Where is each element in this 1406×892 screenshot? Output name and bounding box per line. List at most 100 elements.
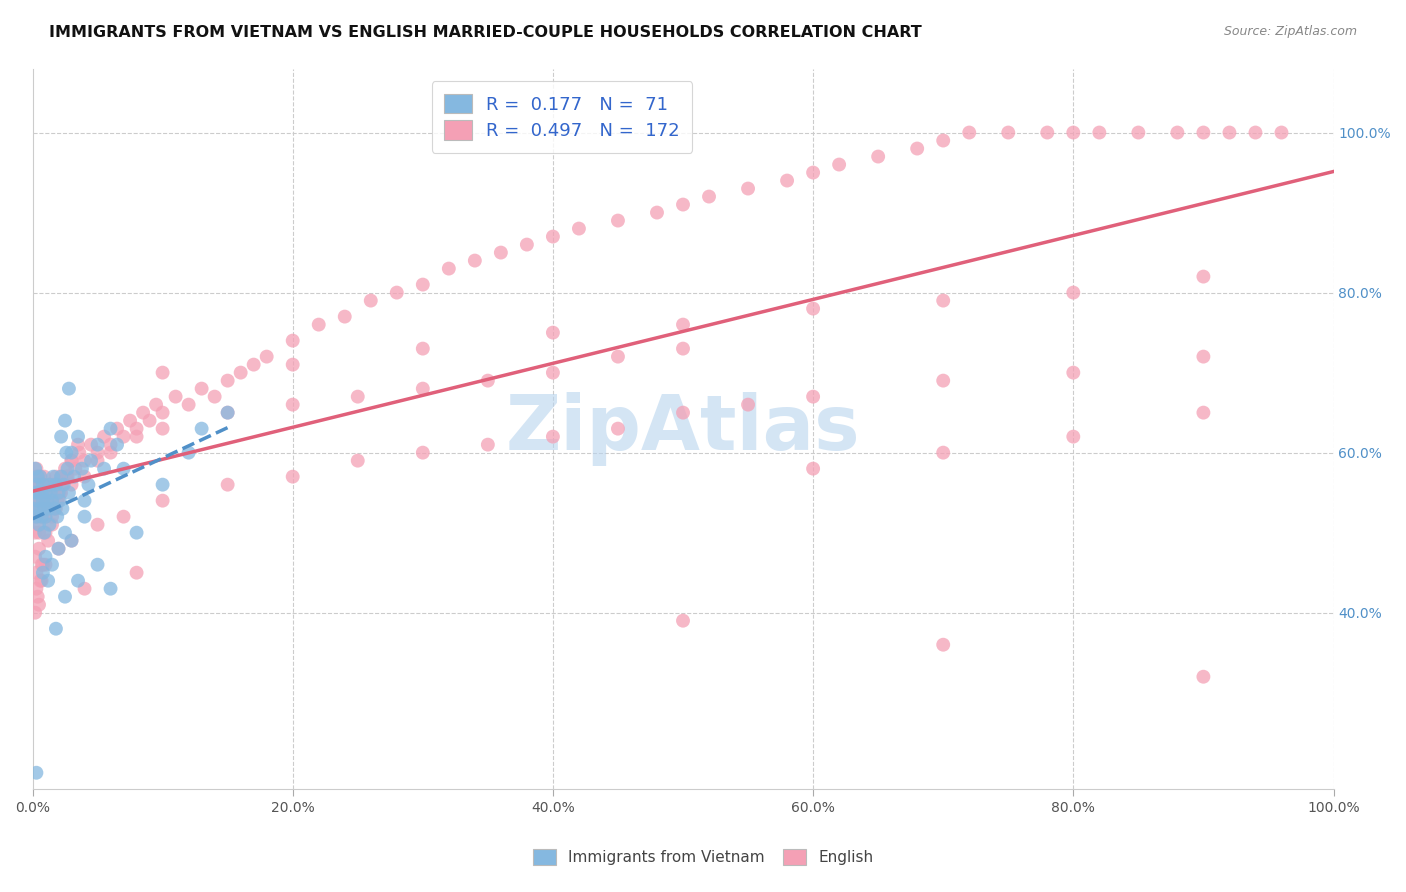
Point (1036, 126, 1059, 140)
Point (32, 493, 55, 508)
Point (22, 477, 45, 491)
Point (100, 422, 122, 436)
Point (37, 477, 59, 491)
Point (25, 582, 48, 596)
Point (516, 237, 538, 252)
Point (60, 533, 83, 548)
Point (152, 422, 174, 436)
Point (801, 301, 824, 316)
Point (105, 437, 128, 451)
Point (112, 509, 135, 524)
Point (25, 509, 48, 524)
Point (27, 469, 49, 483)
Point (49, 430, 72, 444)
Point (932, 374, 955, 388)
Point (49, 493, 72, 508)
Point (932, 293, 955, 308)
Point (281, 398, 304, 412)
Point (31, 574, 53, 588)
Point (607, 213, 630, 227)
Point (672, 406, 695, 420)
Point (55, 469, 77, 483)
Point (138, 414, 160, 428)
Point (1244, 126, 1267, 140)
Point (86, 453, 108, 467)
Point (100, 582, 122, 596)
Point (24, 461, 46, 475)
Point (412, 445, 434, 459)
Point (48, 477, 70, 491)
Point (32, 525, 55, 540)
Point (385, 285, 408, 300)
Point (41, 517, 63, 532)
Point (125, 525, 148, 540)
Point (37, 501, 59, 516)
Point (120, 414, 142, 428)
Point (1088, 126, 1111, 140)
Point (132, 406, 155, 420)
Text: IMMIGRANTS FROM VIETNAM VS ENGLISH MARRIED-COUPLE HOUSEHOLDS CORRELATION CHART: IMMIGRANTS FROM VIETNAM VS ENGLISH MARRI… (49, 25, 922, 40)
Point (65, 461, 87, 475)
Point (1128, 126, 1150, 140)
Point (30, 574, 52, 588)
Point (32, 493, 55, 508)
Point (24, 469, 46, 483)
Point (1192, 269, 1215, 284)
Point (48, 485, 70, 500)
Point (46, 493, 69, 508)
Point (32, 477, 55, 491)
Point (44, 501, 66, 516)
Point (25, 485, 48, 500)
Point (49, 485, 72, 500)
Point (24, 485, 46, 500)
Point (25, 765, 48, 780)
Point (24, 493, 46, 508)
Point (152, 493, 174, 508)
Point (32, 469, 55, 483)
Point (905, 142, 928, 156)
Point (165, 390, 187, 404)
Point (437, 261, 460, 276)
Point (204, 390, 226, 404)
Point (152, 477, 174, 491)
Point (672, 614, 695, 628)
Point (541, 326, 564, 340)
Point (1062, 430, 1084, 444)
Point (1062, 285, 1084, 300)
Point (412, 277, 434, 292)
Point (28, 598, 51, 612)
Point (489, 245, 512, 260)
Point (464, 253, 486, 268)
Point (38, 501, 60, 516)
Point (932, 445, 955, 459)
Point (37, 574, 59, 588)
Point (34, 525, 56, 540)
Point (412, 382, 434, 396)
Point (35, 493, 58, 508)
Point (125, 422, 148, 436)
Point (30, 501, 52, 516)
Point (73, 582, 96, 596)
Point (27, 590, 49, 604)
Point (346, 390, 368, 404)
Point (25, 477, 48, 491)
Point (70, 461, 93, 475)
Point (828, 157, 851, 171)
Point (60, 533, 83, 548)
Point (67, 430, 90, 444)
Point (42, 477, 65, 491)
Point (22, 501, 45, 516)
Point (697, 189, 720, 203)
Point (125, 430, 148, 444)
Point (541, 430, 564, 444)
Point (1270, 126, 1292, 140)
Point (32, 558, 55, 572)
Point (22, 501, 45, 516)
Point (568, 221, 591, 235)
Point (177, 398, 200, 412)
Point (45, 469, 67, 483)
Point (63, 469, 86, 483)
Point (477, 437, 499, 451)
Point (25, 461, 48, 475)
Point (31, 485, 53, 500)
